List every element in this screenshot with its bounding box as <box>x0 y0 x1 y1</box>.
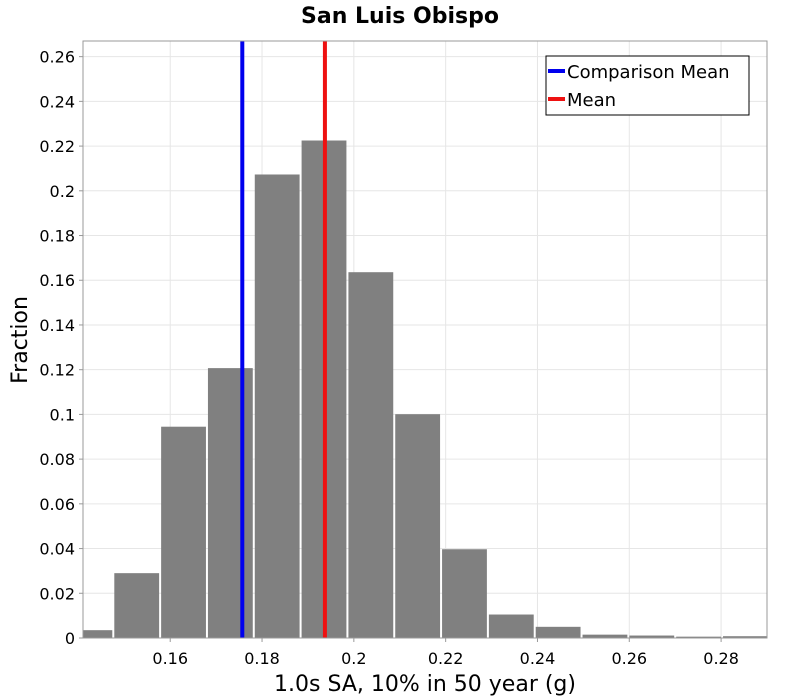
y-tick-label: 0.02 <box>39 584 75 603</box>
y-tick-label: 0.04 <box>39 540 75 559</box>
x-tick-label: 0.2 <box>341 649 366 668</box>
x-axis: 0.16 0.18 0.2 0.22 0.24 0.26 0.28 <box>152 638 739 668</box>
legend-label-mean: Mean <box>567 90 616 111</box>
plot-area <box>82 40 768 639</box>
histogram-bar <box>723 636 767 638</box>
y-tick-label: 0.18 <box>39 227 75 246</box>
y-tick-label: 0.06 <box>39 495 75 514</box>
histogram-bar <box>629 635 675 638</box>
y-tick-label: 0.26 <box>39 48 75 67</box>
histogram-bar <box>348 272 394 638</box>
mean-lines <box>240 41 327 638</box>
x-tick-label: 0.16 <box>152 649 188 668</box>
x-tick-label: 0.22 <box>428 649 464 668</box>
y-tick-label: 0 <box>65 629 75 648</box>
histogram-bar <box>395 414 441 638</box>
legend-box <box>545 55 750 116</box>
legend-label-comparison-mean: Comparison Mean <box>567 62 730 83</box>
histogram-bar <box>207 368 253 638</box>
histogram-bar <box>442 549 487 638</box>
histogram-bar <box>582 634 628 638</box>
x-tick-label: 0.28 <box>703 649 739 668</box>
y-tick-label: 0.22 <box>39 137 75 156</box>
histogram-bar <box>114 573 160 638</box>
legend: Comparison Mean Mean <box>545 55 750 116</box>
y-axis-title: Fraction <box>8 296 33 384</box>
histogram-bar <box>535 626 581 638</box>
histogram-bar <box>161 426 206 638</box>
y-tick-label: 0.08 <box>39 450 75 469</box>
y-tick-label: 0.2 <box>50 182 75 201</box>
y-tick-label: 0.16 <box>39 271 75 290</box>
histogram-bar <box>254 174 300 638</box>
y-tick-label: 0.1 <box>50 405 75 424</box>
x-tick-label: 0.24 <box>520 649 556 668</box>
x-tick-label: 0.26 <box>611 649 647 668</box>
y-axis: 0 0.02 0.04 0.06 0.08 0.1 0.12 0.14 0.16 0.18 0.2 0… <box>39 48 83 648</box>
histogram-bar <box>676 636 722 638</box>
chart-title: San Luis Obispo <box>301 4 499 29</box>
x-axis-title: 1.0s SA, 10% in 50 year (g) <box>274 672 576 697</box>
x-tick-label: 0.18 <box>244 649 280 668</box>
plot-frame <box>82 40 768 639</box>
histogram-bar <box>488 614 534 638</box>
histogram-bar <box>83 630 113 638</box>
y-tick-label: 0.24 <box>39 92 75 111</box>
y-tick-label: 0.14 <box>39 316 75 335</box>
y-tick-label: 0.12 <box>39 361 75 380</box>
